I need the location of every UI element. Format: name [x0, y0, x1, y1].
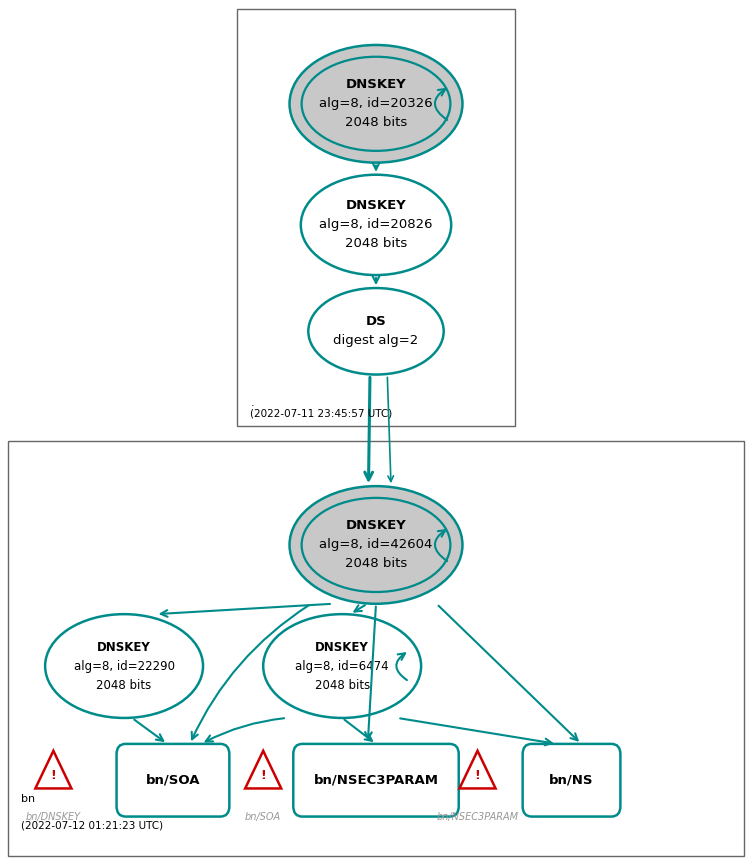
FancyArrowPatch shape [435, 89, 447, 120]
FancyBboxPatch shape [293, 744, 459, 817]
FancyArrowPatch shape [161, 604, 330, 617]
FancyArrowPatch shape [344, 720, 372, 740]
Text: DNSKEY: DNSKEY [346, 78, 406, 92]
FancyArrowPatch shape [400, 719, 552, 746]
Text: alg=8, id=20826: alg=8, id=20826 [320, 218, 432, 232]
Bar [8, 441, 744, 856]
Text: bn/SOA: bn/SOA [245, 812, 281, 823]
FancyArrowPatch shape [373, 163, 379, 170]
Text: alg=8, id=42604: alg=8, id=42604 [320, 538, 432, 552]
Text: DNSKEY: DNSKEY [315, 640, 369, 654]
Text: DNSKEY: DNSKEY [97, 640, 151, 654]
Polygon shape [35, 751, 71, 789]
Ellipse shape [290, 486, 462, 604]
FancyArrowPatch shape [365, 377, 372, 480]
Text: (2022-07-12 01:21:23 UTC): (2022-07-12 01:21:23 UTC) [21, 820, 163, 830]
Text: bn: bn [21, 794, 35, 804]
Text: digest alg=2: digest alg=2 [333, 334, 419, 348]
Text: !: ! [260, 769, 266, 782]
Text: 2048 bits: 2048 bits [345, 116, 407, 130]
FancyArrowPatch shape [438, 606, 578, 740]
FancyArrowPatch shape [396, 653, 407, 680]
Text: alg=8, id=22290: alg=8, id=22290 [74, 659, 174, 673]
FancyBboxPatch shape [523, 744, 620, 817]
Text: bn/DNSKEY: bn/DNSKEY [26, 812, 81, 823]
Text: bn/NS: bn/NS [549, 773, 594, 787]
FancyArrowPatch shape [387, 377, 393, 482]
Text: !: ! [475, 769, 481, 782]
Text: 2048 bits: 2048 bits [314, 678, 370, 692]
FancyArrowPatch shape [192, 606, 309, 740]
Text: 2048 bits: 2048 bits [345, 557, 407, 571]
Ellipse shape [301, 175, 451, 275]
Text: alg=8, id=20326: alg=8, id=20326 [319, 97, 433, 111]
FancyArrowPatch shape [206, 718, 284, 741]
Text: !: ! [50, 769, 56, 782]
Text: DNSKEY: DNSKEY [346, 199, 406, 213]
Text: .: . [250, 398, 254, 408]
Text: bn/SOA: bn/SOA [146, 773, 200, 787]
FancyBboxPatch shape [117, 744, 229, 817]
Ellipse shape [308, 288, 444, 375]
FancyArrowPatch shape [435, 530, 447, 561]
Polygon shape [459, 751, 496, 789]
Polygon shape [245, 751, 281, 789]
FancyArrowPatch shape [365, 606, 376, 739]
FancyArrowPatch shape [134, 720, 163, 741]
Text: bn/NSEC3PARAM: bn/NSEC3PARAM [314, 773, 438, 787]
Text: 2048 bits: 2048 bits [345, 237, 407, 251]
Text: alg=8, id=6474: alg=8, id=6474 [296, 659, 389, 673]
Text: (2022-07-11 23:45:57 UTC): (2022-07-11 23:45:57 UTC) [250, 408, 393, 419]
Text: 2048 bits: 2048 bits [96, 678, 152, 692]
Bar [237, 9, 515, 426]
Text: DS: DS [365, 315, 387, 329]
Ellipse shape [45, 614, 203, 718]
Ellipse shape [290, 45, 462, 163]
FancyArrowPatch shape [373, 276, 379, 283]
FancyArrowPatch shape [354, 606, 365, 612]
Text: bn/NSEC3PARAM: bn/NSEC3PARAM [436, 812, 519, 823]
Text: DNSKEY: DNSKEY [346, 519, 406, 533]
Ellipse shape [263, 614, 421, 718]
